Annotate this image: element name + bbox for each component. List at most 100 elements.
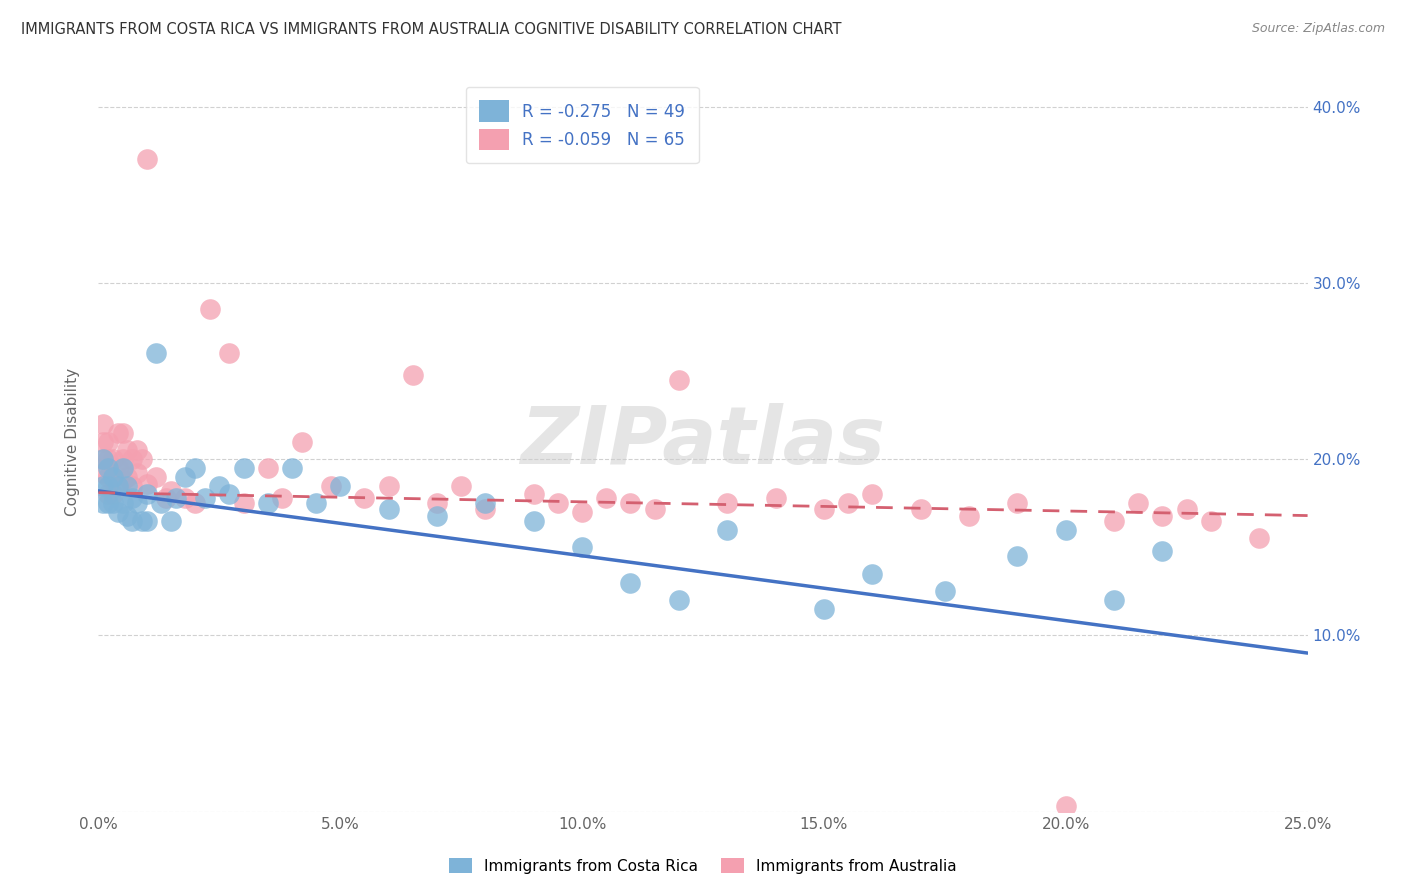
Point [450, 478, 472, 492]
Point [232, 496, 254, 510]
Point [97, 496, 120, 510]
Point [305, 496, 328, 510]
Point [117, 443, 139, 458]
Point [107, 505, 129, 519]
Point [131, 452, 153, 467]
Point [121, 478, 143, 492]
Point [426, 508, 449, 523]
Point [107, 478, 129, 492]
Point [271, 491, 294, 505]
Point [91, 417, 114, 431]
Point [426, 496, 449, 510]
Point [910, 501, 932, 516]
Point [1249, 532, 1271, 546]
Point [256, 461, 278, 475]
Point [1007, 496, 1029, 510]
Point [117, 478, 139, 492]
Point [377, 501, 399, 516]
Point [860, 566, 883, 581]
Point [218, 346, 240, 360]
Point [111, 452, 134, 467]
Text: Source: ZipAtlas.com: Source: ZipAtlas.com [1251, 22, 1385, 36]
Point [523, 487, 546, 501]
Point [595, 491, 617, 505]
Point [91, 434, 114, 449]
Point [319, 478, 342, 492]
Y-axis label: Cognitive Disability: Cognitive Disability [65, 368, 80, 516]
Point [668, 593, 690, 607]
Point [91, 452, 114, 467]
Point [97, 470, 120, 484]
Point [117, 470, 139, 484]
Point [160, 483, 183, 498]
Point [281, 461, 304, 475]
Point [131, 514, 153, 528]
Legend: Immigrants from Costa Rica, Immigrants from Australia: Immigrants from Costa Rica, Immigrants f… [443, 852, 963, 880]
Point [91, 452, 114, 467]
Point [135, 476, 157, 491]
Point [619, 575, 641, 590]
Point [1152, 544, 1174, 558]
Point [97, 434, 120, 449]
Point [184, 461, 207, 475]
Point [1102, 514, 1125, 528]
Point [111, 496, 134, 510]
Point [184, 496, 207, 510]
Point [1175, 501, 1198, 516]
Point [523, 514, 546, 528]
Point [101, 496, 124, 510]
Point [135, 514, 157, 528]
Point [547, 496, 569, 510]
Point [353, 491, 375, 505]
Point [474, 496, 496, 510]
Point [97, 487, 120, 501]
Point [1007, 549, 1029, 563]
Point [1054, 523, 1077, 537]
Point [101, 470, 124, 484]
Point [571, 505, 593, 519]
Point [174, 491, 197, 505]
Point [91, 496, 114, 510]
Point [194, 491, 217, 505]
Point [198, 302, 221, 317]
Point [117, 508, 139, 523]
Point [208, 478, 231, 492]
Point [127, 496, 149, 510]
Point [813, 602, 835, 616]
Point [145, 470, 167, 484]
Point [127, 443, 149, 458]
Point [145, 346, 167, 360]
Point [111, 425, 134, 440]
Point [135, 153, 157, 167]
Point [111, 461, 134, 475]
Point [107, 461, 129, 475]
Point [111, 473, 134, 487]
Point [765, 491, 787, 505]
Point [91, 467, 114, 481]
Point [377, 478, 399, 492]
Point [957, 508, 980, 523]
Point [716, 523, 738, 537]
Text: ZIPatlas: ZIPatlas [520, 402, 886, 481]
Point [97, 478, 120, 492]
Point [107, 425, 129, 440]
Point [174, 470, 197, 484]
Point [860, 487, 883, 501]
Point [101, 487, 124, 501]
Point [1128, 496, 1150, 510]
Point [97, 452, 120, 467]
Point [165, 491, 187, 505]
Point [101, 470, 124, 484]
Point [716, 496, 738, 510]
Point [402, 368, 425, 382]
Point [1199, 514, 1222, 528]
Legend: R = -0.275   N = 49, R = -0.059   N = 65: R = -0.275 N = 49, R = -0.059 N = 65 [465, 87, 699, 163]
Point [232, 461, 254, 475]
Point [668, 373, 690, 387]
Point [837, 496, 859, 510]
Point [101, 452, 124, 467]
Point [619, 496, 641, 510]
Point [160, 514, 183, 528]
Point [813, 501, 835, 516]
Point [1054, 799, 1077, 814]
